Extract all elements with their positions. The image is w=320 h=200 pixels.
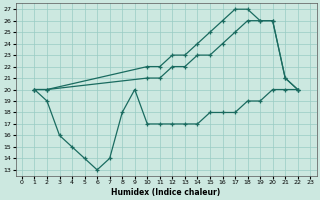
X-axis label: Humidex (Indice chaleur): Humidex (Indice chaleur) [111, 188, 221, 197]
